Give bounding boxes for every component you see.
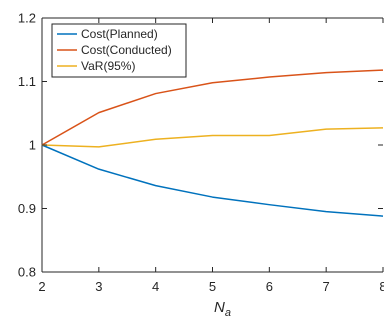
series-line-2 <box>42 70 383 145</box>
y-tick-label: 1.2 <box>18 11 36 26</box>
series-layer <box>42 70 383 216</box>
series-line-1 <box>42 145 383 216</box>
legend-entry-label: Cost(Planned) <box>81 27 158 41</box>
x-tick-label: 6 <box>266 279 273 294</box>
legend-entry-label: Cost(Conducted) <box>81 43 172 57</box>
legend: Cost(Planned) Cost(Conducted) VaR(95%) <box>52 24 186 77</box>
x-axis-label-subscript: a <box>225 307 231 319</box>
series-line-3 <box>42 128 383 147</box>
x-tick-label: 7 <box>323 279 330 294</box>
x-tick-label: 5 <box>209 279 216 294</box>
x-axis-label: Na <box>214 299 231 319</box>
y-tick-label: 1 <box>29 138 36 153</box>
x-tick-label: 2 <box>38 279 45 294</box>
x-tick-label: 8 <box>379 279 384 294</box>
y-tick-label: 1.1 <box>18 74 36 89</box>
y-tick-label: 0.8 <box>18 265 36 280</box>
y-tick-label: 0.9 <box>18 201 36 216</box>
legend-entry-label: VaR(95%) <box>81 59 135 73</box>
x-tick-label: 3 <box>95 279 102 294</box>
x-axis-label-main: N <box>214 299 225 316</box>
x-tick-label: 4 <box>152 279 159 294</box>
